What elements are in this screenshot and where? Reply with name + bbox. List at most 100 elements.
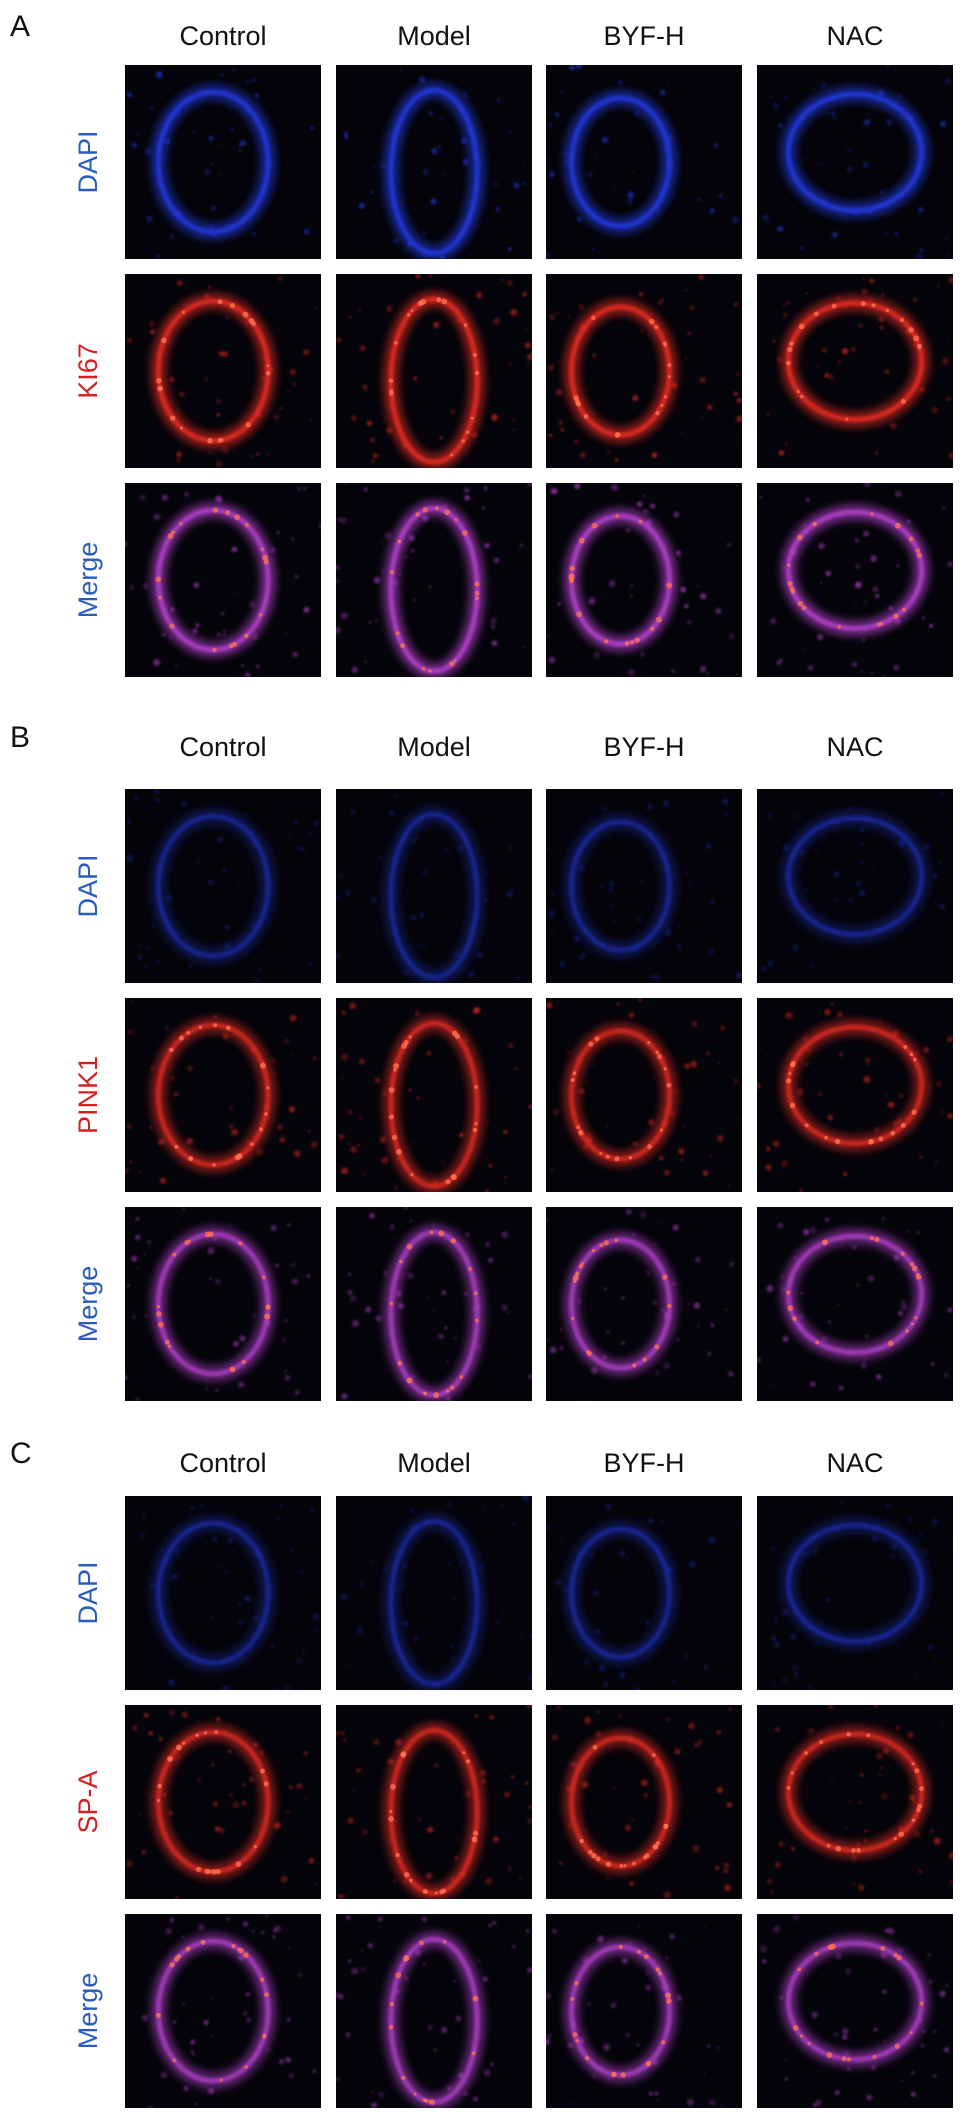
bright-spot xyxy=(665,1992,671,1999)
speck xyxy=(491,1920,497,1926)
speck xyxy=(933,2030,937,2034)
speck xyxy=(142,582,149,590)
speck xyxy=(879,325,884,330)
speck xyxy=(308,1858,315,1864)
speck xyxy=(161,494,168,501)
speck xyxy=(694,1560,698,1564)
speck xyxy=(765,1146,771,1152)
speck xyxy=(762,1959,767,1964)
bright-spot xyxy=(915,548,920,553)
speck xyxy=(433,2048,437,2052)
bright-spot xyxy=(814,311,819,317)
bright-spot xyxy=(611,2071,617,2078)
speck xyxy=(892,1030,899,1037)
speck xyxy=(780,1286,787,1293)
speck xyxy=(174,210,182,217)
speck xyxy=(386,427,393,434)
speck xyxy=(706,672,709,676)
speck xyxy=(658,190,664,196)
speck xyxy=(217,836,224,843)
speck xyxy=(807,1048,811,1052)
bright-spot xyxy=(786,360,791,366)
bright-spot xyxy=(449,661,455,667)
speck xyxy=(230,1501,234,1505)
speck xyxy=(219,172,223,176)
speck xyxy=(528,483,532,487)
speck xyxy=(245,79,250,84)
speck xyxy=(815,2099,822,2106)
speck xyxy=(219,1827,225,1834)
speck xyxy=(270,1643,275,1648)
bright-spot xyxy=(591,315,596,320)
speck xyxy=(851,347,856,352)
speck xyxy=(615,1663,619,1667)
speck xyxy=(546,2038,551,2046)
speck xyxy=(772,103,779,110)
speck xyxy=(381,1090,388,1097)
speck xyxy=(765,979,768,982)
speck xyxy=(261,1930,265,1935)
speck xyxy=(665,1543,669,1546)
bright-spot xyxy=(603,1240,609,1246)
speck xyxy=(402,1564,408,1569)
speck xyxy=(810,1381,816,1387)
speck xyxy=(638,1924,641,1928)
speck xyxy=(267,453,270,456)
speck xyxy=(593,652,600,659)
bright-spot xyxy=(909,1262,915,1267)
speck xyxy=(463,487,470,494)
bright-spot xyxy=(470,416,474,420)
bright-spot xyxy=(263,559,269,565)
speck xyxy=(870,555,877,562)
speck xyxy=(261,376,265,380)
stain xyxy=(125,1207,311,1401)
micrograph xyxy=(757,1496,953,1690)
speck xyxy=(665,1566,673,1574)
speck xyxy=(703,2072,706,2075)
speck xyxy=(156,565,160,569)
speck xyxy=(848,806,852,811)
speck xyxy=(446,1501,452,1508)
micrograph xyxy=(336,998,532,1192)
speck xyxy=(671,669,675,673)
speck xyxy=(880,190,884,194)
speck xyxy=(887,1927,895,1935)
bright-spot xyxy=(393,1063,399,1069)
speck xyxy=(624,1824,631,1831)
stain xyxy=(761,791,948,982)
speck xyxy=(834,871,841,878)
speck xyxy=(379,1136,387,1143)
speck xyxy=(889,1552,896,1559)
speck xyxy=(432,1309,435,1312)
bright-spot xyxy=(258,612,263,617)
speck xyxy=(729,1262,734,1267)
speck xyxy=(837,1303,841,1306)
speck xyxy=(578,955,584,960)
speck xyxy=(143,1712,149,1718)
speck xyxy=(817,634,824,641)
speck xyxy=(705,1678,709,1681)
bright-spot xyxy=(642,1357,647,1362)
speck xyxy=(891,1544,897,1550)
speck xyxy=(876,1374,882,1380)
bright-spot xyxy=(157,385,163,392)
speck xyxy=(222,629,226,633)
speck xyxy=(393,238,399,244)
speck xyxy=(729,633,735,639)
speck xyxy=(156,254,161,259)
bright-spot xyxy=(253,1845,258,1849)
bright-spot xyxy=(790,1771,794,1775)
bright-spot xyxy=(473,1291,478,1296)
bright-spot xyxy=(260,1977,265,1982)
speck xyxy=(835,1953,842,1960)
speck xyxy=(866,1639,873,1646)
speck xyxy=(253,1615,260,1622)
speck xyxy=(837,359,842,364)
bright-spot xyxy=(661,2040,666,2045)
speck xyxy=(663,1169,670,1176)
speck xyxy=(412,837,418,843)
speck xyxy=(489,1715,494,1720)
speck xyxy=(148,1731,153,1736)
speck xyxy=(341,896,345,900)
bright-spot xyxy=(659,1128,664,1132)
